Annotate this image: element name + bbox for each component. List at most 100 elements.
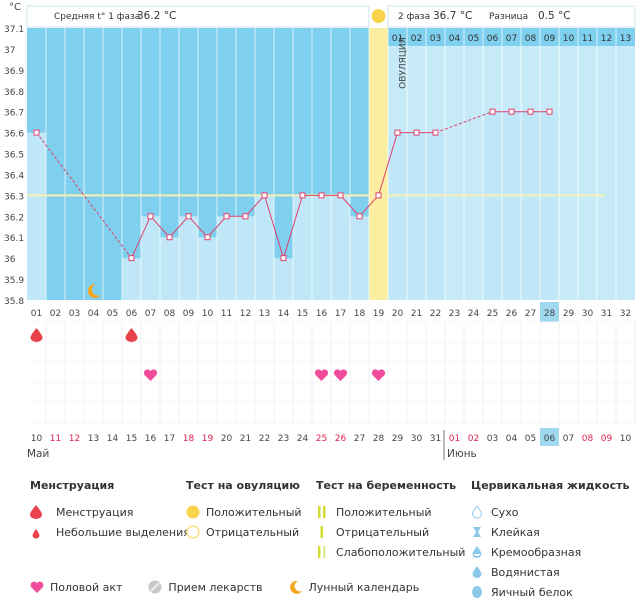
cycle-day-label: 02: [50, 309, 61, 319]
cycle-day-label: 06: [126, 309, 138, 319]
temperature-point: [527, 108, 534, 115]
temperature-bar: [274, 258, 293, 300]
dpo-day-label: 13: [620, 34, 631, 44]
dpo-day-label: 05: [468, 34, 479, 44]
legend-title: Цервикальная жидкость: [471, 479, 630, 492]
temperature-point: [185, 213, 192, 220]
today-marker: [540, 302, 559, 322]
calendar-date-label: 13: [88, 434, 99, 444]
temperature-point: [413, 129, 420, 136]
legend-item: Отрицательный: [316, 522, 465, 542]
cycle-day-label: 23: [449, 309, 460, 319]
calendar-date-label: 08: [582, 434, 594, 444]
legend-item: Лунный календарь: [289, 580, 419, 594]
y-axis-unit: °C: [9, 2, 21, 13]
temperature-bar: [388, 132, 407, 300]
y-tick-label: 36.7: [4, 109, 24, 119]
temperature-point: [318, 192, 325, 199]
calendar-date-label: 05: [525, 434, 536, 444]
temperature-bar: [350, 216, 369, 300]
calendar-date-label: 16: [145, 434, 157, 444]
temperature-point: [432, 129, 439, 136]
calendar-date-label: 06: [544, 434, 556, 444]
calendar-date-label: 10: [31, 434, 43, 444]
temperature-point: [489, 108, 496, 115]
temperature-line-segment: [207, 215, 227, 238]
dpo-day-label: 08: [525, 34, 537, 44]
cycle-day-label: 21: [411, 309, 422, 319]
cycle-day-label: 19: [373, 309, 385, 319]
calendar-date-label: 04: [506, 434, 518, 444]
temperature-bar: [426, 132, 445, 300]
temperature-point: [394, 129, 401, 136]
temperature-point: [242, 213, 249, 220]
calendar-date-label: 09: [601, 434, 613, 444]
sticky-icon: [473, 527, 481, 537]
diff-label: Разница: [489, 12, 528, 22]
cycle-day-label: 07: [145, 309, 156, 319]
cycle-day-label: 08: [164, 309, 176, 319]
ovulation-label: ОВУЛЯЦИЯ: [399, 37, 409, 89]
legend-item: Половой акт: [30, 581, 122, 594]
blood-drop-icon: [125, 328, 138, 342]
temperature-point: [128, 255, 135, 262]
month-label-june: Июнь: [447, 448, 477, 460]
month-label-may: Май: [27, 448, 49, 460]
heart-icon: [314, 369, 329, 381]
legend-item: Клейкая: [471, 522, 629, 542]
small-drop-icon: [32, 529, 40, 539]
cycle-day-label: 30: [582, 309, 594, 319]
calendar-date-label: 31: [430, 434, 441, 444]
dpo-day-label: 11: [582, 34, 593, 44]
y-tick-label: 36.1: [4, 234, 24, 244]
legend-bottom: Половой акт Прием лекарств Лунный календ…: [30, 580, 445, 594]
temperature-line-segment: [359, 195, 379, 217]
calendar-date-label: 21: [240, 434, 251, 444]
temperature-point: [33, 129, 40, 136]
creamy-icon: [472, 546, 482, 558]
cycle-day-label: 09: [183, 309, 195, 319]
temperature-point: [299, 192, 306, 199]
temperature-point: [166, 234, 173, 241]
calendar-date-label: 12: [69, 434, 80, 444]
phase2-value: 36.7 °C: [433, 10, 472, 22]
calendar-date-label: 24: [297, 434, 309, 444]
legend-item: Яичный белок: [471, 582, 629, 602]
temperature-point: [204, 234, 211, 241]
legend-item: Положительный: [186, 502, 302, 522]
y-tick-label: 35.8: [4, 297, 24, 307]
y-tick-label: 37.1: [4, 25, 24, 35]
double-line-icon: [318, 506, 326, 518]
calendar-date-label: 20: [221, 434, 233, 444]
sun-icon: [371, 9, 386, 23]
calendar-date-label: 11: [50, 434, 61, 444]
temperature-line-segment: [188, 215, 208, 238]
calendar-date-label: 23: [278, 434, 289, 444]
blood-drop-icon: [30, 505, 42, 519]
legend-item: Сухо: [471, 502, 629, 522]
legend-item: Менструация: [30, 502, 190, 522]
calendar-date-label: 26: [335, 434, 347, 444]
diff-value: 0.5 °C: [538, 10, 571, 22]
ovulation-column: [369, 28, 388, 300]
cycle-day-label: 11: [221, 309, 232, 319]
calendar-date-label: 30: [411, 434, 423, 444]
temperature-bar: [217, 216, 236, 300]
temperature-bar: [236, 216, 255, 300]
heart-icon: [371, 369, 386, 381]
sun-icon: [186, 505, 200, 519]
temperature-point: [546, 108, 553, 115]
heart-icon: [333, 369, 348, 381]
legend-item: Положительный: [316, 502, 465, 522]
legend-title: Тест на овуляцию: [186, 479, 300, 492]
cycle-day-label: 12: [240, 309, 251, 319]
temperature-bar: [521, 111, 540, 300]
y-tick-label: 36.6: [4, 130, 24, 140]
heart-icon: [30, 581, 44, 593]
calendar-date-label: 14: [107, 434, 119, 444]
cycle-day-label: 05: [107, 309, 118, 319]
dpo-day-label: 12: [601, 34, 612, 44]
temperature-line-segment: [435, 111, 493, 134]
y-tick-label: 36: [4, 255, 16, 265]
cycle-day-label: 15: [297, 309, 308, 319]
